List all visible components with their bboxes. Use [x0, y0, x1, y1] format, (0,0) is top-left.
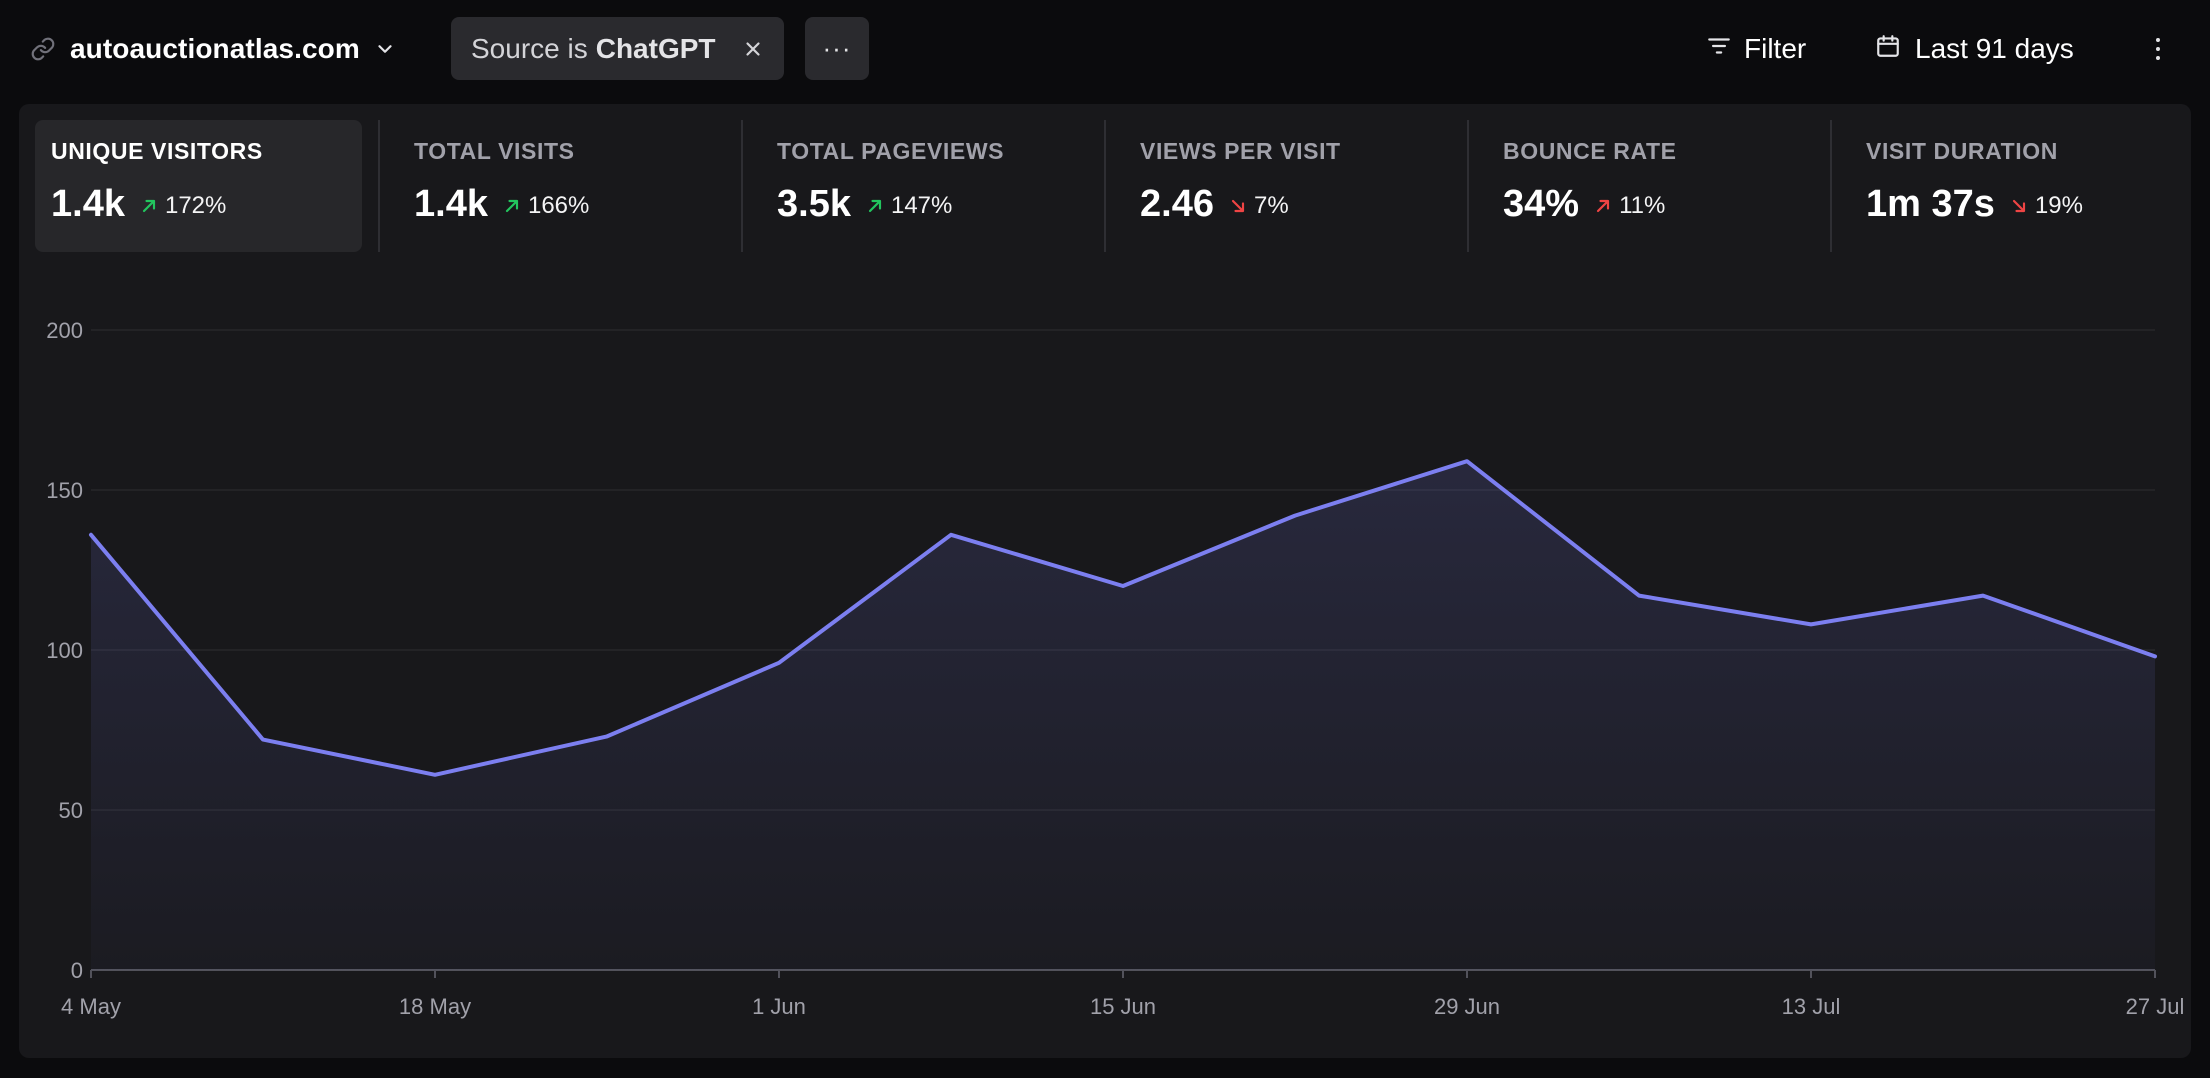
x-tick-label: 4 May — [61, 994, 121, 1019]
metric-divider — [1104, 120, 1106, 252]
metric-divider — [378, 120, 380, 252]
metric-value-row: 34% 11% — [1503, 183, 1798, 226]
metric-change: 172% — [139, 192, 226, 220]
metric-change: 166% — [502, 192, 589, 220]
data-point — [2152, 653, 2158, 659]
metric-value-row: 1.4k 172% — [51, 183, 346, 226]
x-tick-label: 18 May — [399, 994, 471, 1019]
data-point — [1636, 593, 1642, 599]
metric-change: 147% — [865, 192, 952, 220]
data-point — [1120, 583, 1126, 589]
metric-change-value: 11% — [1619, 192, 1666, 219]
metric-label: VISIT DURATION — [1866, 138, 2058, 164]
metric-value: 2.46 — [1140, 183, 1214, 225]
metric-divider — [1467, 120, 1469, 252]
data-point — [432, 772, 438, 778]
site-domain: autoauctionatlas.com — [70, 33, 360, 64]
filter-button[interactable]: Filter — [1706, 24, 1806, 74]
metric-value-row: 3.5k 147% — [777, 183, 1072, 226]
data-point — [88, 532, 94, 538]
filter-icon — [1706, 33, 1732, 66]
date-range-label: Last 91 days — [1915, 33, 2074, 64]
metric-value: 1m 37s — [1866, 183, 1995, 225]
metric-value: 1.4k — [414, 183, 488, 225]
metric-value: 3.5k — [777, 183, 851, 225]
data-point — [1808, 621, 1814, 627]
filter-chip-prefix: Source is — [471, 32, 588, 64]
data-point — [776, 660, 782, 666]
metric-card[interactable]: VIEWS PER VISIT 2.46 7% — [1124, 120, 1451, 252]
site-switcher[interactable]: autoauctionatlas.com — [30, 24, 396, 74]
metric-label: TOTAL PAGEVIEWS — [777, 138, 1005, 164]
top-bar: autoauctionatlas.com Source is ChatGPT ·… — [0, 0, 2210, 100]
metric-change-value: 147% — [890, 192, 953, 219]
metric-divider — [741, 120, 743, 252]
data-point — [604, 733, 610, 739]
x-tick-label: 15 Jun — [1090, 994, 1156, 1019]
metric-change-value: 172% — [164, 192, 227, 219]
y-tick-label: 50 — [59, 798, 83, 823]
arrow-up-right-icon — [142, 199, 156, 213]
filter-chip-value: ChatGPT — [595, 32, 716, 64]
close-icon[interactable] — [742, 38, 764, 60]
metric-label: TOTAL VISITS — [414, 138, 575, 164]
link-icon — [30, 36, 56, 62]
more-options-icon[interactable] — [2146, 24, 2170, 74]
metric-value-row: 2.46 7% — [1140, 183, 1435, 226]
metric-card[interactable]: BOUNCE RATE 34% 11% — [1487, 120, 1814, 252]
more-filters-button[interactable]: ··· — [805, 17, 869, 80]
x-tick-label: 13 Jul — [1782, 994, 1841, 1019]
metric-change: 11% — [1593, 192, 1665, 220]
metric-change-value: 166% — [527, 192, 590, 219]
data-point — [1464, 458, 1470, 464]
metric-change-value: 7% — [1253, 192, 1289, 219]
ellipsis-icon: ··· — [822, 33, 852, 63]
metric-change: 19% — [2009, 192, 2083, 220]
metric-card[interactable]: TOTAL PAGEVIEWS 3.5k 147% — [761, 120, 1088, 252]
y-tick-label: 150 — [46, 478, 83, 503]
metric-card[interactable]: VISIT DURATION 1m 37s 19% — [1850, 120, 2177, 252]
arrow-down-right-icon — [1231, 199, 1245, 213]
data-point — [260, 737, 266, 743]
data-point — [1980, 593, 1986, 599]
y-tick-label: 200 — [46, 318, 83, 343]
filter-button-label: Filter — [1744, 33, 1807, 64]
y-tick-label: 0 — [71, 958, 83, 983]
dashboard-panel: UNIQUE VISITORS 1.4k 172% TOTAL VISITS 1.4k 1… — [19, 104, 2191, 1058]
visitors-line — [89, 459, 2157, 777]
arrow-down-right-icon — [2012, 199, 2025, 213]
metric-card[interactable]: UNIQUE VISITORS 1.4k 172% — [35, 120, 362, 252]
date-range-button[interactable]: Last 91 days — [1875, 24, 2074, 74]
visitors-area — [91, 461, 2155, 970]
visitors-chart: 0 50 100 150 200 4 May 18 May 1 Jun 15 Jun 29 Jun… — [46, 318, 2185, 1019]
calendar-icon — [1875, 33, 1901, 66]
chevron-down-icon — [374, 38, 396, 60]
data-point — [948, 532, 954, 538]
metric-change-value: 19% — [2034, 192, 2083, 219]
metric-divider — [1830, 120, 1832, 252]
arrow-up-right-icon — [868, 199, 882, 213]
metric-value: 34% — [1503, 183, 1580, 225]
arrow-up-right-icon — [1596, 199, 1610, 213]
y-tick-label: 100 — [46, 638, 83, 663]
metric-card[interactable]: TOTAL VISITS 1.4k 166% — [398, 120, 725, 252]
metric-value: 1.4k — [51, 183, 125, 225]
metric-value-row: 1.4k 166% — [414, 183, 709, 226]
x-tick-label: 1 Jun — [752, 994, 806, 1019]
x-tick-label: 29 Jun — [1434, 994, 1500, 1019]
metric-label: BOUNCE RATE — [1503, 138, 1677, 164]
metric-value-row: 1m 37s 19% — [1866, 183, 2161, 226]
metric-label: UNIQUE VISITORS — [51, 138, 263, 164]
metric-change: 7% — [1228, 192, 1289, 220]
data-point — [1292, 513, 1298, 519]
metric-label: VIEWS PER VISIT — [1140, 138, 1341, 164]
metrics-row: UNIQUE VISITORS 1.4k 172% TOTAL VISITS 1.4k 1… — [35, 120, 2175, 252]
arrow-up-right-icon — [505, 199, 519, 213]
active-filter-chip[interactable]: Source is ChatGPT — [451, 17, 784, 80]
x-tick-label: 27 Jul — [2126, 994, 2185, 1019]
